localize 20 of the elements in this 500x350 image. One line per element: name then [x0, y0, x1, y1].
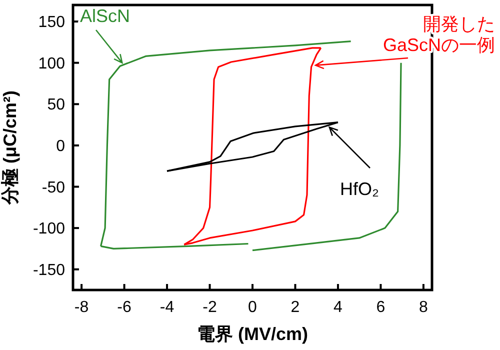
- legend-label: HfO₂: [340, 179, 379, 199]
- y-tick-label: -150: [32, 262, 66, 279]
- y-tick-label: 50: [47, 96, 66, 114]
- x-tick-label: 6: [376, 299, 386, 316]
- x-tick-label: -2: [202, 299, 217, 316]
- y-tick-label: -100: [32, 220, 66, 238]
- x-axis-title: 電界 (MV/cm): [196, 324, 308, 344]
- y-tick-label: 0: [56, 138, 66, 156]
- x-tick-label: 4: [334, 299, 343, 316]
- x-tick-label: -4: [160, 299, 174, 316]
- series-label: AlScN: [80, 6, 130, 26]
- x-tick-label: -6: [117, 299, 132, 316]
- x-tick-label: 2: [290, 299, 300, 316]
- x-tick-label: -8: [74, 299, 89, 316]
- x-tick-label: 8: [419, 299, 428, 316]
- y-tick-label: 150: [38, 14, 66, 32]
- y-axis-title: 分極 (μC/cm²): [0, 90, 20, 206]
- y-tick-label: 100: [38, 55, 66, 72]
- x-tick-label: 0: [248, 299, 258, 316]
- y-tick-label: -50: [42, 179, 66, 196]
